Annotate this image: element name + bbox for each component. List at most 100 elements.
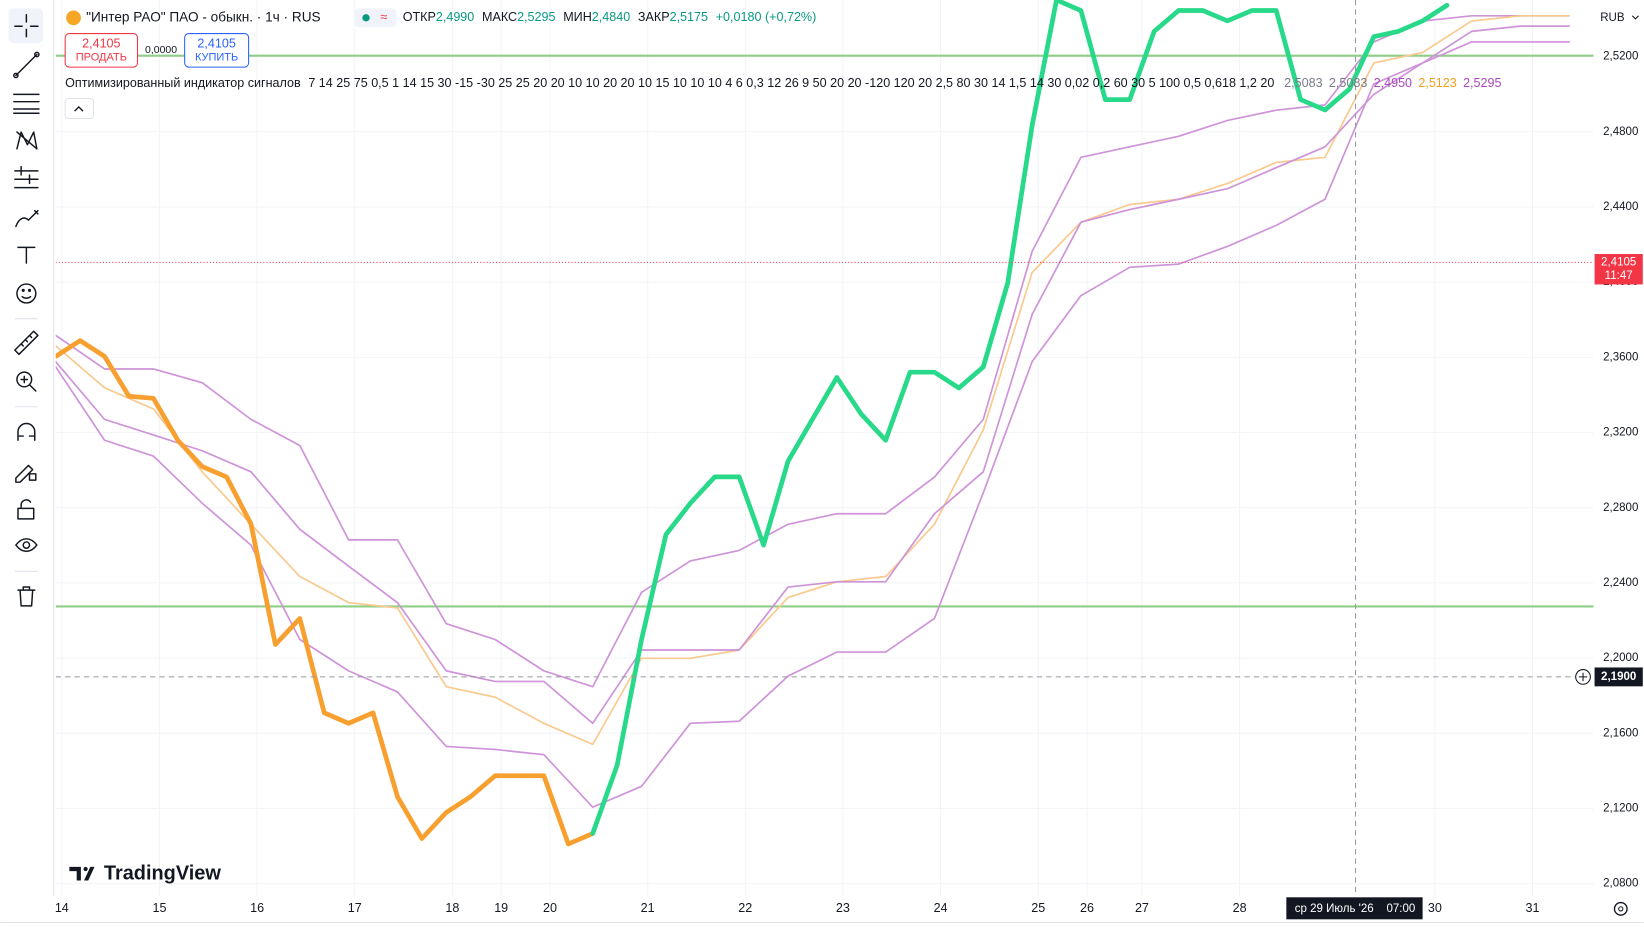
logo-text: TradingView [104,863,221,885]
time-axis: 14 15 16 17 18 19 20 21 22 23 24 25 26 27 28 30 31 ср 29 … [0,896,1644,934]
left-toolbar [0,0,55,934]
price-countdown: 11:47 [1605,270,1633,282]
tool-draw-lock[interactable] [15,464,37,483]
x-tick-label: 22 [738,901,752,915]
tool-lock[interactable] [17,499,35,520]
crosshair-price-bg [1594,667,1643,687]
ohlc-value: 2,4990 [436,10,474,24]
tool-brush[interactable] [15,209,39,228]
tool-text[interactable] [17,246,36,264]
spread: 0,0000 [145,45,177,56]
x-tick-label: 18 [445,901,459,915]
tool-emoji[interactable] [16,283,37,304]
x-tick-label: 21 [641,901,655,915]
x-tick-label: 25 [1031,901,1045,915]
symbol-icon [66,10,81,26]
market-open-dot [362,14,370,22]
x-tick-label: 31 [1526,901,1540,915]
x-tick-label: 14 [55,901,69,915]
y-tick-label: 2,2800 [1603,502,1638,514]
series-line [590,0,1450,836]
symbol-title[interactable]: "Интер РАО" ПАО - обыкн. · 1ч · RUS [86,9,320,24]
tool-delete[interactable] [17,586,36,607]
tool-patterns[interactable] [16,131,38,150]
axis-bg [1593,0,1644,934]
y-tick-label: 2,4400 [1603,201,1638,213]
indicator-title[interactable]: Оптимизированный индикатор сигналов [65,76,301,90]
logo-mark [69,866,95,881]
price-label: 2,4105 [1601,256,1636,268]
tool-visibility[interactable] [15,538,38,553]
series-line [55,338,596,847]
plot-area [55,0,1594,897]
ohlc: ОТКР2,4990 МАКС2,5295 МИН2,4840 ЗАКР2,51… [403,10,817,24]
x-tick-label: 27 [1135,901,1149,915]
collapse-icon [74,105,84,112]
x-tick-label: 20 [543,901,557,915]
tool-ruler[interactable] [14,330,39,356]
ohlc-value: 2,5295 [517,10,555,24]
ohlc-label: ЗАКР [638,10,670,24]
bottom-strip [0,922,1644,934]
ohlc-label: МАКС [482,10,517,24]
sell-price: 2,4105 [82,36,120,50]
indicator-params: 7 14 25 75 0,5 1 14 15 30 -15 -30 25 25 … [308,76,1274,90]
price-axis: RUB 2,0800 2,1200 2,1600 2,2000 2,2400 2,2800… [1593,0,1644,934]
series-line [55,25,1570,725]
indicator-value: 2,5083 [1329,76,1367,90]
x-tick-label: 15 [152,901,166,915]
header: "Интер РАО" ПАО - обыкн. · 1ч · RUS ≈ ОТ… [64,8,1502,119]
collapse-button[interactable] [64,98,94,119]
indicator-value: 2,5083 [1284,76,1322,90]
tool-magnet[interactable] [17,422,36,442]
currency-chevron [1631,15,1639,20]
logo-dot [83,866,88,872]
indicator-legend: Оптимизированный индикатор сигналов 7 14… [65,76,1501,90]
buy-price: 2,4105 [197,36,235,50]
indicator-value: 2,4950 [1374,76,1412,90]
y-tick-label: 2,2400 [1603,577,1638,589]
tool-forecast[interactable] [14,165,39,189]
y-tick-label: 2,2000 [1603,652,1638,664]
x-tick-label: 24 [934,901,948,915]
sell-button[interactable] [64,33,139,68]
ohlc-value: 2,4840 [592,10,630,24]
crosshair-price: 2,1900 [1601,671,1636,683]
ohlc-label: МИН [563,10,592,24]
crosshair-time: 07:00 [1386,903,1415,915]
y-tick-label: 2,1200 [1603,803,1638,815]
x-tick-label: 23 [836,901,850,915]
tool-fib[interactable] [13,93,40,114]
crosshair-add-button[interactable] [1575,669,1591,685]
settings-gear[interactable] [1613,901,1628,916]
buy-button[interactable] [184,33,250,68]
status-badge [354,8,397,28]
y-tick-label: 2,4800 [1603,126,1638,138]
crosshair-time-bg [1286,897,1423,920]
x-tick-label: 26 [1080,901,1094,915]
y-tick-label: 2,3200 [1603,427,1638,439]
indicator-value: 2,5123 [1418,76,1456,90]
y-tick-label: 2,5200 [1603,51,1638,63]
y-tick-label: 2,0800 [1603,878,1638,890]
currency[interactable]: RUB [1600,12,1625,24]
tool-zoom[interactable] [16,371,37,392]
sell-label: ПРОДАТЬ [76,52,127,64]
crosshair-date: ср 29 Июль '26 [1295,903,1374,915]
y-tick-label: 2,1600 [1603,727,1638,739]
ohlc-label: ОТКР [403,10,436,24]
tool-trendline[interactable] [13,51,40,79]
ohlc-value: 2,5175 [670,10,708,24]
tool-active-bg [8,8,44,43]
logo: TradingView [69,863,221,885]
tool-crosshair[interactable] [14,13,39,38]
buy-label: КУПИТЬ [195,52,238,64]
ohlc-change: +0,0180 (+0,72%) [716,10,817,24]
status-icon: ≈ [380,10,387,24]
x-tick-label: 30 [1428,901,1442,915]
x-tick-label: 19 [494,901,508,915]
plus-icon [1578,672,1588,682]
